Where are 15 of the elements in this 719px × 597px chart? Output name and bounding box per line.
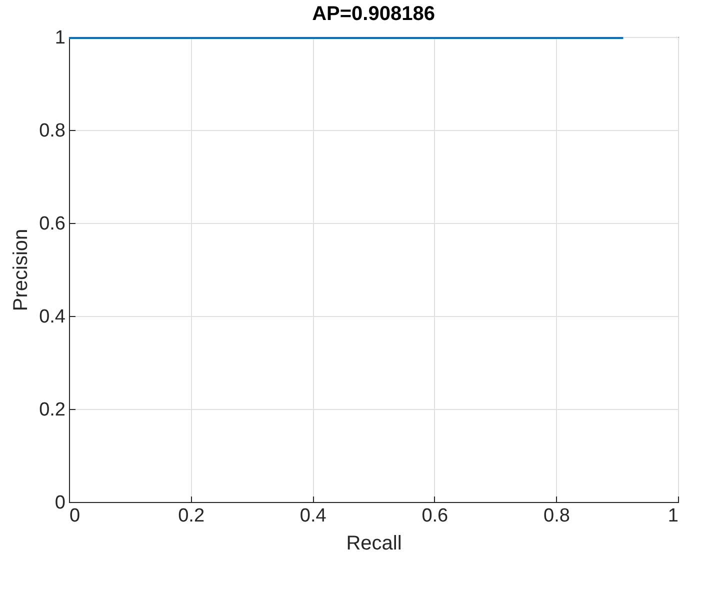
x-tick-label: 1 xyxy=(668,506,678,526)
x-axis-title: Recall xyxy=(346,532,402,554)
y-axis-title: Precision xyxy=(10,228,32,312)
x-tick-label: 0.4 xyxy=(300,506,327,526)
chart-title: AP=0.908186 xyxy=(312,3,435,25)
x-tick-label: 0.8 xyxy=(543,506,570,526)
x-tick-label: 0.2 xyxy=(178,506,205,526)
y-tick-label: 0.6 xyxy=(39,214,66,234)
y-tick-label: 0.4 xyxy=(39,306,66,328)
y-tick-label: 0 xyxy=(54,492,66,514)
x-tick-label: 0 xyxy=(70,506,80,526)
y-tick-label: 1 xyxy=(54,28,66,48)
y-tick-label: 0.8 xyxy=(39,120,66,142)
x-tick-label: 0.6 xyxy=(422,506,448,526)
y-tick-label: 0.2 xyxy=(39,400,66,420)
